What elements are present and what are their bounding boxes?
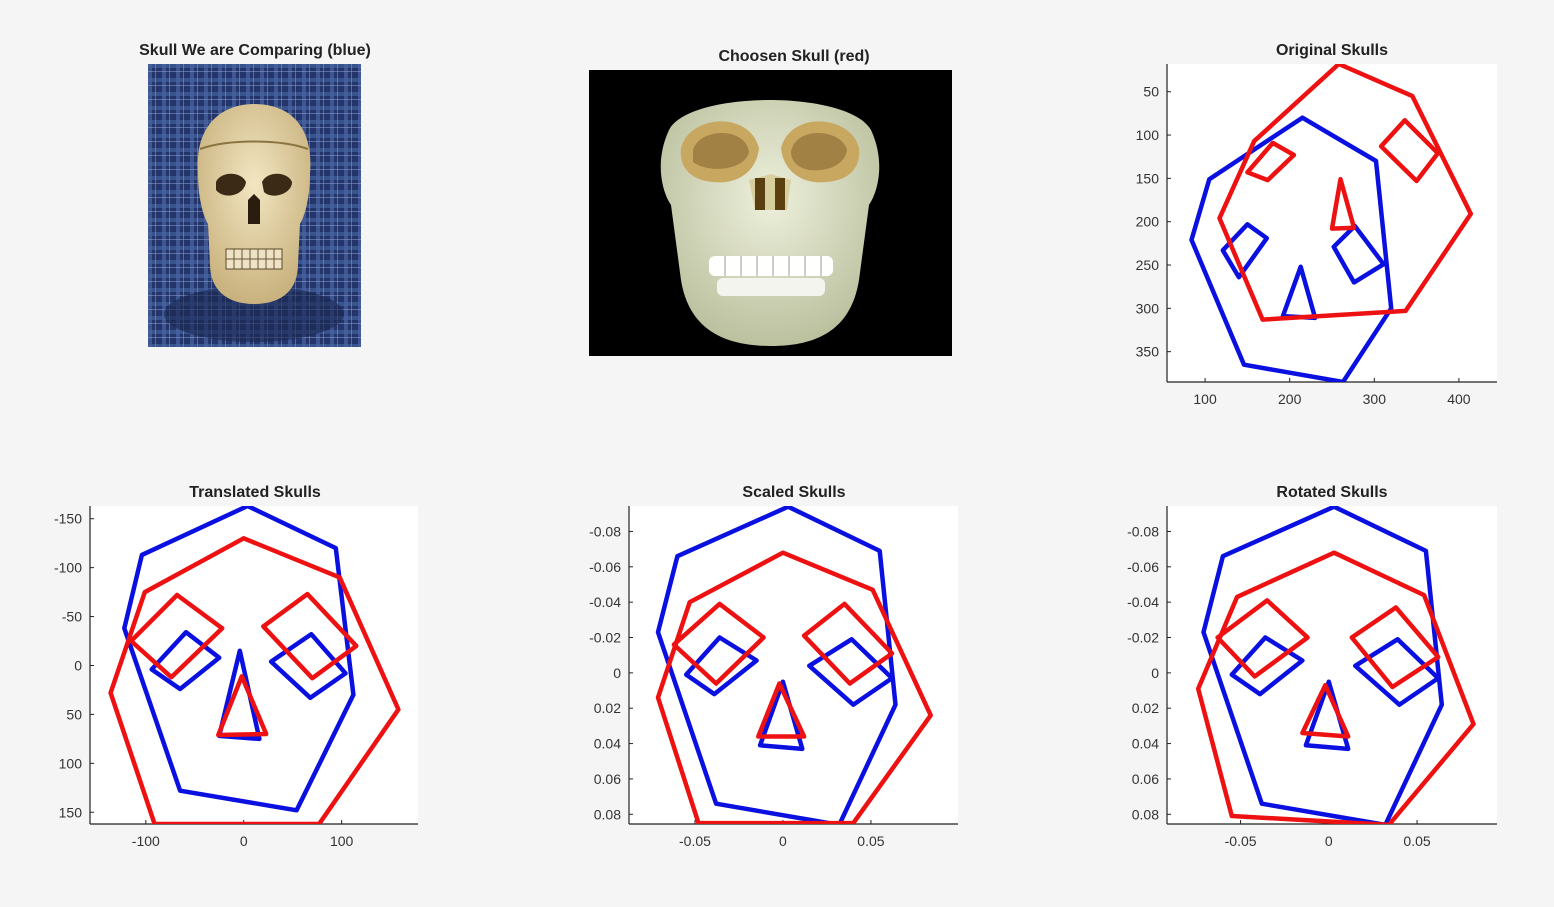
series-line-red — [1245, 140, 1297, 183]
chart-scaled-title: Scaled Skulls — [742, 484, 846, 501]
x-tick-label: 100 — [330, 833, 354, 849]
y-tick-label: -0.02 — [589, 630, 621, 646]
series-line-red — [1215, 598, 1310, 679]
x-tick-label: 400 — [1447, 391, 1471, 407]
y-tick-label: -100 — [54, 560, 82, 576]
series-line-blue — [122, 506, 356, 813]
x-tick-label: -0.05 — [1225, 833, 1257, 849]
y-tick-label: 0.04 — [1132, 736, 1159, 752]
series-group — [655, 506, 933, 824]
chart-original-title: Original Skulls — [1275, 42, 1389, 59]
y-tick-label: 0 — [1151, 665, 1159, 681]
series-line-red — [671, 601, 766, 686]
chimp-skull-image — [589, 70, 952, 356]
series-line-blue — [1220, 222, 1270, 280]
series-line-red — [1378, 118, 1441, 184]
y-tick-label: 100 — [1136, 127, 1160, 143]
x-tick-label: 0 — [240, 833, 248, 849]
series-line-red — [1217, 64, 1474, 322]
series-line-blue — [1331, 223, 1386, 285]
y-tick-label: 100 — [59, 755, 83, 771]
y-tick-label: -150 — [54, 511, 82, 527]
series-line-red — [801, 601, 895, 686]
series-line-red — [1349, 605, 1441, 690]
series-line-blue — [807, 637, 895, 707]
x-tick-label: 0.05 — [1403, 833, 1430, 849]
series-line-blue — [1353, 637, 1441, 707]
y-tick-label: 0.06 — [594, 771, 621, 787]
series-line-red — [1195, 550, 1476, 824]
y-tick-label: -0.02 — [1127, 630, 1159, 646]
x-tick-label: 0.05 — [857, 833, 884, 849]
chart-translated-title: Translated Skulls — [189, 484, 321, 501]
y-tick-label: 50 — [66, 706, 82, 722]
y-tick-label: -0.04 — [589, 594, 621, 610]
y-tick-label: 150 — [1136, 170, 1160, 186]
series-line-blue — [683, 635, 759, 697]
y-tick-label: 0.02 — [1132, 700, 1159, 716]
y-tick-label: 0.04 — [594, 736, 621, 752]
series-line-blue — [1229, 635, 1305, 697]
series-line-red — [128, 592, 225, 680]
photo1-title: Skull We are Comparing (blue) — [139, 42, 371, 59]
series-group — [108, 506, 401, 824]
y-tick-label: 0.08 — [594, 806, 621, 822]
chart-rotated-title: Rotated Skulls — [1276, 484, 1388, 501]
series-line-blue — [268, 631, 348, 701]
series-line-red — [756, 681, 807, 739]
x-tick-label: 0 — [779, 833, 787, 849]
y-tick-label: 0.08 — [1132, 806, 1159, 822]
series-group — [1195, 506, 1476, 824]
y-tick-label: 200 — [1136, 214, 1160, 230]
y-tick-label: -0.08 — [589, 523, 621, 539]
x-tick-label: 300 — [1363, 391, 1387, 407]
human-skull-photo — [148, 64, 361, 347]
x-tick-label: 200 — [1278, 391, 1302, 407]
y-tick-label: 0 — [74, 657, 82, 673]
y-tick-label: 150 — [59, 804, 83, 820]
photo2-title: Choosen Skull (red) — [718, 48, 870, 65]
y-tick-label: -0.04 — [1127, 594, 1159, 610]
series-group — [1189, 64, 1474, 382]
series-line-red — [1329, 176, 1357, 231]
series-line-blue — [149, 629, 222, 692]
series-line-blue — [1201, 506, 1445, 824]
y-tick-label: 0.02 — [594, 700, 621, 716]
y-tick-label: -0.08 — [1127, 523, 1159, 539]
y-tick-label: 250 — [1136, 257, 1160, 273]
y-tick-label: 0 — [613, 665, 621, 681]
x-tick-label: -100 — [132, 833, 160, 849]
series-line-red — [1300, 682, 1351, 739]
y-tick-label: -0.06 — [589, 559, 621, 575]
series-line-red — [216, 674, 269, 738]
human-skull-image — [148, 64, 361, 347]
y-tick-label: 300 — [1136, 300, 1160, 316]
x-tick-label: -0.05 — [679, 833, 711, 849]
x-tick-label: 100 — [1193, 391, 1217, 407]
y-tick-label: 50 — [1143, 84, 1159, 100]
series-line-blue — [655, 506, 898, 824]
y-tick-label: -0.06 — [1127, 559, 1159, 575]
plot-area — [90, 506, 418, 824]
x-tick-label: 0 — [1325, 833, 1333, 849]
y-tick-label: 0.06 — [1132, 771, 1159, 787]
series-line-red — [108, 536, 401, 824]
chimp-skull-photo — [589, 70, 952, 356]
series-line-blue — [1189, 115, 1394, 382]
series-line-red — [655, 550, 933, 824]
series-line-red — [261, 591, 359, 681]
y-tick-label: -50 — [62, 609, 82, 625]
y-tick-label: 350 — [1136, 344, 1160, 360]
